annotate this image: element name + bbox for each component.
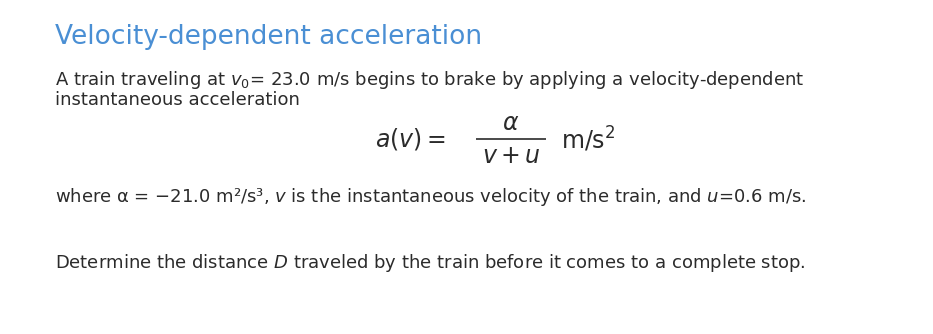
- Text: $\alpha$: $\alpha$: [502, 111, 520, 135]
- Text: Velocity-dependent acceleration: Velocity-dependent acceleration: [55, 24, 482, 50]
- Text: Determine the distance $D$ traveled by the train before it comes to a complete s: Determine the distance $D$ traveled by t…: [55, 252, 805, 274]
- Text: A train traveling at $v_0$= 23.0 m/s begins to brake by applying a velocity-depe: A train traveling at $v_0$= 23.0 m/s beg…: [55, 69, 804, 91]
- Text: $\mathrm{m/s^2}$: $\mathrm{m/s^2}$: [561, 124, 616, 154]
- Text: instantaneous acceleration: instantaneous acceleration: [55, 91, 299, 109]
- Text: where α = −21.0 m²/s³, $v$ is the instantaneous velocity of the train, and $u$=0: where α = −21.0 m²/s³, $v$ is the instan…: [55, 186, 806, 208]
- Text: $v + u$: $v + u$: [481, 144, 540, 168]
- Text: $a(v) =$: $a(v) =$: [375, 126, 446, 152]
